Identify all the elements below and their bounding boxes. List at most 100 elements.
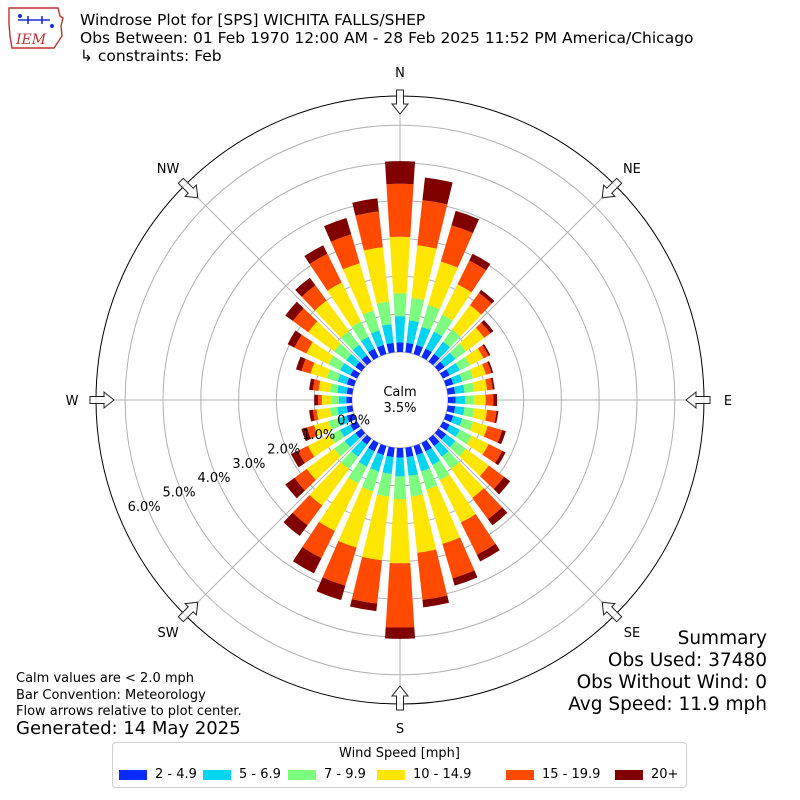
windrose-bar-segment (446, 362, 460, 376)
windrose-bar-segment (469, 253, 491, 271)
chart-labels: N NE E SE S SW W NW 0.0%1.0%2.0%3.0%4.0%5.0%6.0%… (66, 66, 733, 737)
windrose-bar-segment (408, 297, 425, 323)
windrose-bar-segment (478, 289, 495, 304)
windrose-bar-segment (329, 429, 345, 444)
direction-label: E (724, 394, 732, 409)
windrose-bar-segment (351, 321, 369, 342)
windrose-bar-segment (395, 457, 405, 477)
generated-date: Generated: 14 May 2025 (16, 718, 241, 739)
windrose-bar-segment (376, 443, 387, 456)
windrose-bar-segment (302, 521, 335, 559)
windrose-bar-segment (443, 377, 454, 387)
windrose-bar-segment (358, 447, 375, 467)
windrose-bar-segment (382, 324, 394, 345)
windrose-bar-segment (338, 396, 347, 404)
windrose-bar-segment (283, 512, 308, 536)
windrose-bar-segment (455, 395, 466, 405)
windrose-bar-segment (464, 395, 475, 405)
observation-range: Obs Between: 01 Feb 1970 12:00 AM - 28 F… (80, 29, 694, 47)
windrose-bar-segment (463, 407, 474, 418)
windrose-bar-segment (309, 378, 315, 391)
windrose-bar-segment (316, 407, 332, 420)
summary-avg-speed: Avg Speed: 11.9 mph (568, 694, 767, 715)
windrose-bar-segment (406, 320, 419, 345)
windrose-bar-segment (314, 300, 350, 338)
windrose-bar-segment (446, 424, 460, 438)
grid-spoke (433, 433, 616, 616)
windrose-bar-segment (306, 342, 334, 365)
windrose-bar-segment (439, 474, 476, 523)
legend-item: 7 - 9.9 (288, 767, 366, 783)
direction-label: W (66, 394, 79, 409)
grid-spoke (433, 184, 616, 367)
windrose-bar-segment (351, 440, 368, 457)
calm-note: Calm values are < 2.0 mph (16, 671, 195, 686)
windrose-bar-segment (361, 434, 372, 445)
windrose-bar-segment (386, 183, 414, 238)
windrose-bar-segment (405, 342, 414, 354)
windrose-bar-segment (290, 450, 305, 468)
windrose-bar-segment (377, 472, 392, 497)
windrose-bar-segment (408, 474, 423, 497)
windrose-bar-segment (396, 447, 404, 458)
windrose-bar-segment (440, 225, 473, 268)
windrose-bar-segment (475, 322, 491, 338)
windrose-bar-segment (434, 361, 445, 372)
windrose-bar-segment (439, 421, 450, 431)
legend-title: Wind Speed [mph] (339, 746, 460, 761)
windrose-bar-segment (485, 409, 497, 423)
flow-arrow-icon (177, 601, 199, 623)
windrose-bar-segment (328, 355, 345, 371)
windrose-bar-segment (393, 293, 407, 317)
windrose-bar-segment (416, 326, 431, 348)
windrose-bar-segment (361, 355, 372, 366)
windrose-bar-segment (309, 253, 342, 291)
windrose-bar-segment (368, 348, 379, 361)
windrose-bar-segment (327, 282, 362, 327)
windrose-bar-segment (307, 434, 335, 457)
windrose-bar-segment (346, 396, 353, 404)
windrose-bar-segment (295, 277, 316, 297)
windrose-bar-segment (346, 413, 357, 423)
windrose-bar-segment (333, 343, 352, 361)
windrose-bar-segment (396, 342, 404, 353)
windrose-bar-segment (340, 362, 354, 376)
flow-arrow-icon (601, 601, 623, 623)
windrose-bar-segment (433, 314, 453, 337)
windrose-bar-segment (306, 425, 318, 439)
windrose-bar-segment (337, 415, 350, 427)
windrose-bar-segment (490, 377, 495, 390)
radial-tick-label: 6.0% (128, 500, 161, 515)
radial-tick-label: 4.0% (197, 471, 230, 486)
windrose-bar-segment (344, 432, 360, 448)
windrose-bar-segment (338, 487, 374, 548)
windrose-bar-segment (469, 292, 492, 315)
windrose-bar-segment (306, 448, 341, 481)
direction-label: SW (158, 626, 179, 641)
windrose-bar-segment (442, 537, 475, 579)
windrose-bar-segment (319, 477, 359, 532)
windrose-bar-segment (426, 485, 461, 544)
windrose-bar-segment (441, 434, 456, 448)
windrose-bar-segment (389, 236, 411, 294)
windrose-bar-segment (376, 301, 392, 326)
windrose-bar-segment (337, 373, 350, 385)
grid-spoke (184, 184, 367, 367)
windrose-bar-segment (450, 462, 484, 498)
windrose-bar-segment (348, 462, 367, 484)
windrose-bar-segment (309, 409, 315, 422)
radial-tick-label: 3.0% (232, 457, 265, 472)
windrose-bar-segment (330, 234, 360, 270)
windrose-bar-segment (452, 305, 482, 337)
windrose-bar-segment (346, 405, 354, 413)
legend-label: 7 - 9.9 (324, 767, 366, 782)
windrose-bar-segment (393, 476, 407, 500)
windrose-bar-segment (350, 369, 361, 379)
direction-label: NE (623, 162, 641, 177)
windrose-bar-segment (346, 387, 354, 395)
legend-swatch (506, 769, 534, 780)
windrose-bar-segment (450, 415, 463, 427)
windrose-bar-segment (362, 310, 380, 334)
windrose-bar-segment (463, 382, 474, 393)
